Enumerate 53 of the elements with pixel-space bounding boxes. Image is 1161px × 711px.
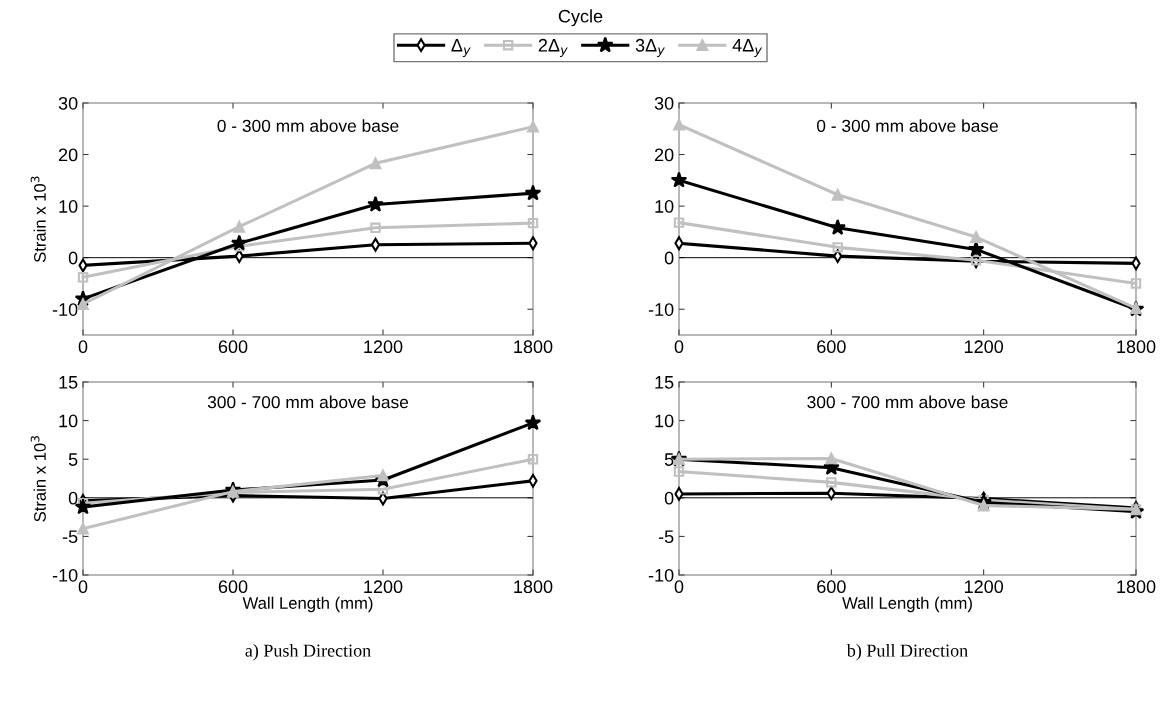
y-tick-label: -10 — [648, 568, 674, 582]
text: b) Pull Direction — [846, 644, 968, 661]
x-axis-title: Wall Length (mm) — [842, 596, 972, 613]
y-tick-label: 15 — [655, 376, 674, 389]
y-tick-label: 20 — [654, 148, 674, 162]
x-tick-label: 1200 — [964, 580, 1004, 594]
x-tick-label: 1800 — [514, 340, 553, 354]
x-tick-label: 600 — [218, 580, 248, 594]
y-tick-label: 15 — [59, 376, 78, 389]
text: 0 - 300 mm above base — [217, 119, 399, 132]
y-tick-label: 5 — [68, 453, 78, 466]
y-tick-label: -5 — [62, 530, 78, 544]
x-tick-label: 1200 — [364, 580, 403, 594]
y-tick-label: -5 — [658, 530, 674, 544]
text: a) Push Direction — [245, 644, 371, 661]
y-tick-label: 30 — [58, 96, 78, 110]
x-tick-label: 0 — [674, 340, 684, 354]
x-tick-label: 600 — [218, 340, 248, 354]
text: 300 - 700 mm above base — [207, 395, 409, 409]
x-tick-label: 1200 — [964, 340, 1004, 354]
y-tick-label: 0 — [68, 491, 78, 505]
y-axis-title: Strain x 10$^{3}$ — [30, 176, 46, 263]
text: 0 - 300 mm above base — [816, 119, 998, 132]
x-tick-label: 0 — [674, 580, 684, 594]
y-tick-label: 10 — [655, 414, 674, 428]
y-tick-label: 10 — [59, 414, 78, 428]
y-tick-label: -10 — [52, 303, 78, 316]
legend-label: Δ$_{y}$ — [451, 39, 471, 58]
y-axis-title: Strain x 10$^{3}$ — [30, 436, 46, 522]
x-tick-label: 600 — [817, 340, 846, 354]
legend-label: 3Δ$_{y}$ — [635, 38, 665, 58]
text: 300 - 700 mm above base — [807, 395, 1008, 409]
x-tick-label: 0 — [78, 340, 88, 354]
y-tick-label: 0 — [68, 251, 78, 265]
x-tick-label: 1800 — [514, 580, 553, 594]
y-tick-label: 30 — [654, 96, 674, 110]
y-tick-label: 5 — [664, 453, 674, 466]
x-tick-label: 1200 — [364, 340, 403, 354]
legend-label: 2Δ$_{y}$ — [538, 38, 568, 58]
legend-label: 4Δ$_{y}$ — [732, 39, 763, 58]
x-tick-label: 1800 — [1117, 340, 1156, 354]
y-tick-label: -10 — [52, 568, 78, 582]
y-tick-label: 10 — [655, 200, 674, 213]
y-tick-label: 10 — [59, 200, 78, 213]
y-tick-label: 0 — [664, 251, 674, 265]
x-tick-label: 1800 — [1117, 580, 1156, 594]
x-tick-label: 0 — [78, 580, 88, 594]
y-tick-label: 20 — [58, 148, 78, 162]
x-tick-label: 600 — [817, 580, 846, 594]
y-tick-label: 0 — [664, 491, 674, 505]
x-axis-title: Wall Length (mm) — [242, 596, 373, 613]
y-tick-label: -10 — [648, 303, 674, 316]
legend-title: Cycle — [558, 9, 603, 27]
